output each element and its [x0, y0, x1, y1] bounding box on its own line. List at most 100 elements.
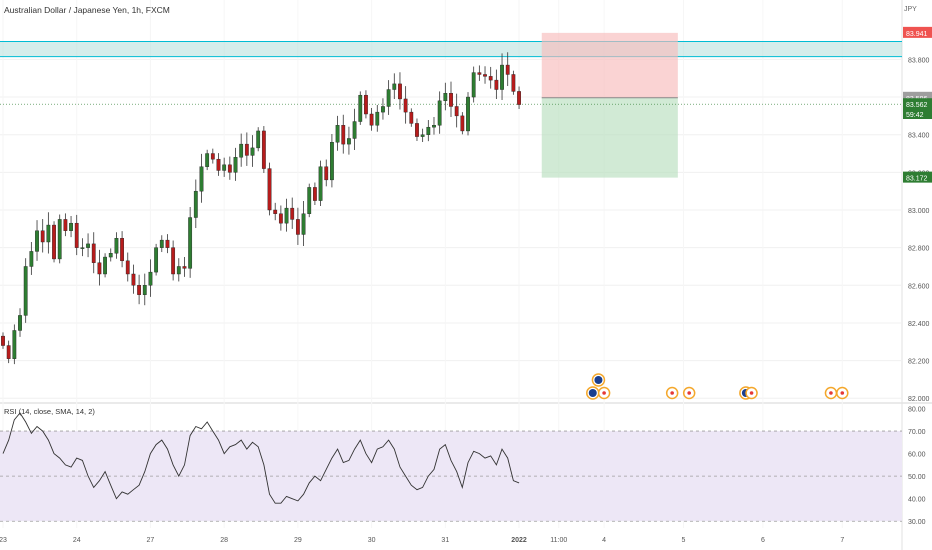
candle-body-down [216, 158, 221, 171]
candle [301, 200, 306, 246]
candle [57, 214, 62, 264]
candle [91, 232, 96, 274]
chart-title: Australian Dollar / Japanese Yen, 1h, FX… [4, 5, 170, 15]
candle-body-down [398, 83, 402, 100]
candle [86, 233, 90, 258]
rsi-tick-label: 40.00 [908, 497, 926, 504]
candle-body-up [239, 143, 244, 158]
candle-body-down [97, 262, 102, 275]
candle-body-down [74, 222, 79, 248]
candle [335, 115, 340, 151]
candle [137, 274, 142, 305]
rsi-tick-label: 60.00 [908, 452, 926, 459]
flag-center [594, 376, 603, 384]
price-tick-label: 82.000 [908, 396, 930, 403]
candle-body-up [159, 239, 164, 248]
rsi-tick-label: 30.00 [908, 519, 926, 526]
candle [267, 162, 272, 216]
candle-body-up [86, 243, 90, 248]
candle-body-up [358, 94, 363, 122]
event-dot [840, 391, 845, 395]
candle-body-up [205, 153, 210, 167]
candle [210, 148, 215, 164]
candle-body-down [505, 64, 510, 75]
price-label-box [903, 108, 932, 119]
candle [35, 220, 39, 261]
candle-body-down [63, 219, 68, 231]
candle [74, 214, 79, 256]
candle [307, 183, 312, 218]
candle [409, 108, 414, 127]
candle-body-up [352, 121, 357, 139]
candle-body-down [137, 285, 142, 295]
price-tick-label: 82.200 [908, 359, 930, 366]
candle [80, 238, 85, 257]
candle [188, 206, 193, 278]
rsi-pane [0, 412, 902, 522]
candle [165, 234, 170, 254]
candle-body-down [273, 209, 278, 214]
candle-body-down [341, 125, 346, 145]
candle-body-up [386, 89, 391, 107]
candle [471, 66, 476, 103]
candle-body-down [449, 93, 453, 107]
candle [426, 120, 431, 142]
candle-body-up [392, 83, 397, 90]
candle-body-up [222, 164, 227, 171]
candle [381, 98, 385, 120]
price-tick-label: 82.800 [908, 246, 930, 253]
stop-loss-area [541, 32, 678, 98]
candle-body-down [483, 74, 487, 77]
price-label-text: 83.562 [906, 102, 928, 109]
candle [108, 248, 113, 262]
candle [330, 133, 334, 188]
candle-body-down [91, 243, 96, 263]
candle-body-down [454, 106, 459, 117]
candle-body-up [375, 111, 380, 126]
candle-body-up [347, 138, 351, 145]
price-label-box [903, 171, 932, 183]
time-tick-label: 30 [368, 537, 376, 544]
candle-body-down [52, 224, 56, 260]
candle [227, 156, 232, 180]
flag-center [588, 389, 597, 397]
candle-body-down [324, 166, 329, 181]
candle-body-up [69, 222, 73, 231]
candle [449, 81, 453, 117]
candle-body-down [460, 115, 465, 132]
candle-body-down [165, 239, 170, 248]
candle-body-down [267, 168, 272, 211]
candle-body-up [471, 72, 476, 98]
candle-body-up [500, 64, 504, 90]
price-label-box [903, 98, 932, 110]
candle [364, 90, 368, 119]
price-tick-label: 83.400 [908, 133, 930, 140]
candle [12, 324, 17, 365]
candle [341, 114, 346, 154]
candle [205, 149, 210, 171]
candle [176, 258, 181, 282]
axes-layer: 83.80083.60083.40083.20083.00082.80082.6… [0, 26, 932, 544]
candle [182, 257, 187, 277]
candle [432, 117, 436, 135]
candle-body-up [23, 266, 28, 316]
candle-body-up [142, 285, 147, 295]
candle [46, 212, 51, 254]
candle [261, 126, 266, 173]
candle [312, 182, 317, 205]
event-dot [829, 391, 833, 395]
candle [415, 118, 419, 141]
candle-body-down [369, 113, 374, 126]
candle-body-up [35, 230, 39, 252]
price-tick-label: 82.400 [908, 321, 930, 328]
candle-body-down [261, 130, 266, 169]
candle-body-down [364, 94, 368, 115]
candle [1, 332, 5, 349]
candle [386, 80, 391, 115]
candle [103, 253, 107, 278]
time-tick-label: 7 [840, 537, 844, 544]
candle-body-up [154, 247, 159, 273]
candle-body-up [193, 190, 198, 218]
candle-body-up [256, 130, 261, 149]
